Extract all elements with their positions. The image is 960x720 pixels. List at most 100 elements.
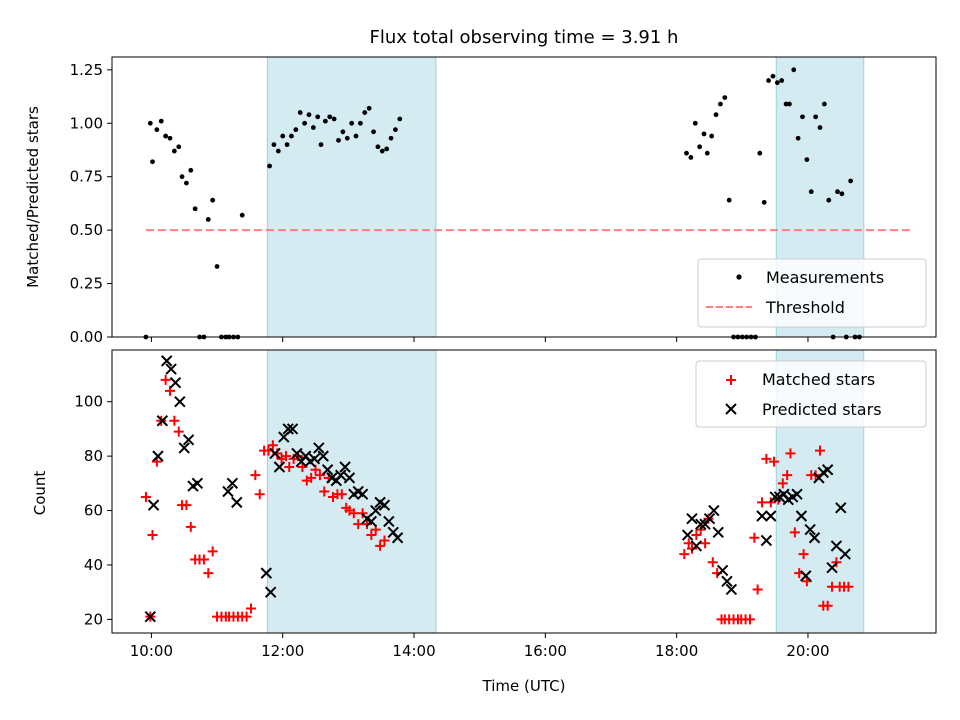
measurement-point bbox=[684, 150, 689, 156]
measurement-point bbox=[327, 114, 333, 120]
legend-predicted-label: Predicted stars bbox=[762, 400, 882, 419]
measurement-point bbox=[697, 144, 703, 150]
predicted-stars-point bbox=[808, 532, 821, 544]
predicted-stars-point bbox=[231, 496, 243, 509]
measurement-point bbox=[839, 191, 845, 197]
matched-stars-point bbox=[267, 440, 278, 451]
predicted-stars-point bbox=[765, 510, 777, 522]
measurement-point bbox=[379, 148, 385, 154]
y-tick-label: 80 bbox=[84, 447, 103, 465]
measurement-point bbox=[766, 78, 771, 83]
matched-stars-point bbox=[379, 535, 390, 546]
matched-stars-point bbox=[683, 538, 694, 549]
measurement-point bbox=[154, 127, 160, 133]
predicted-stars-point bbox=[264, 586, 277, 598]
top-x-ticks bbox=[150, 337, 809, 342]
matched-stars-point bbox=[749, 532, 760, 543]
measurement-point bbox=[289, 133, 294, 139]
predicted-stars-point bbox=[308, 453, 321, 465]
measurement-point bbox=[713, 112, 719, 118]
matched-stars-point bbox=[254, 489, 265, 500]
top-y-axis-label: Matched/Predicted stars bbox=[24, 106, 42, 288]
matched-stars-point bbox=[752, 584, 763, 595]
matched-stars-point bbox=[361, 519, 372, 530]
matched-stars-point bbox=[691, 530, 702, 541]
y-tick-label: 1.25 bbox=[70, 61, 103, 79]
measurement-point bbox=[393, 127, 398, 133]
predicted-stars-point bbox=[282, 423, 294, 435]
top-legend: Measurements Threshold bbox=[697, 258, 927, 328]
measurement-point bbox=[271, 142, 277, 148]
measurement-point bbox=[336, 137, 341, 143]
legend-matched-marker bbox=[726, 375, 736, 385]
measurement-point bbox=[293, 127, 299, 133]
matched-stars-point bbox=[843, 581, 854, 592]
matched-stars-point bbox=[173, 426, 184, 437]
predicted-stars-point bbox=[321, 464, 334, 476]
top-y-ticks: 0.00 0.25 0.50 0.75 1.00 1.25 bbox=[70, 61, 112, 346]
y-tick-label: 100 bbox=[74, 393, 103, 411]
measurement-point bbox=[297, 110, 303, 115]
measurement-point bbox=[826, 197, 832, 203]
measurement-point bbox=[310, 125, 316, 130]
predicted-stars-point bbox=[191, 477, 204, 490]
predicted-stars-point bbox=[317, 450, 329, 462]
matched-stars-point bbox=[761, 453, 772, 464]
predicted-stars-point bbox=[169, 376, 182, 389]
measurement-point bbox=[179, 174, 185, 180]
measurement-point bbox=[147, 120, 153, 126]
y-tick-label: 0.25 bbox=[70, 275, 103, 293]
measurement-point bbox=[158, 118, 164, 124]
matched-stars-point bbox=[310, 464, 321, 475]
matched-stars-point bbox=[375, 540, 386, 551]
measurement-point bbox=[163, 133, 169, 139]
measurement-point bbox=[817, 125, 823, 130]
measurement-point bbox=[786, 101, 792, 107]
measurement-point bbox=[704, 150, 710, 156]
measurement-point bbox=[214, 264, 220, 269]
chart-title: Flux total observing time = 3.91 h bbox=[370, 27, 679, 48]
measurement-point bbox=[188, 167, 194, 173]
bottom-y-ticks: 20 40 60 80 100 bbox=[74, 393, 112, 628]
predicted-stars-point bbox=[821, 464, 834, 476]
predicted-stars-point bbox=[716, 564, 729, 577]
matched-stars-point bbox=[185, 521, 196, 532]
y-tick-label: 1.00 bbox=[70, 114, 103, 132]
measurement-point bbox=[358, 120, 363, 126]
predicted-stars-point bbox=[334, 469, 347, 481]
y-tick-label: 40 bbox=[84, 556, 103, 574]
matched-stars-point bbox=[164, 385, 175, 396]
measurement-point bbox=[150, 159, 155, 165]
predicted-stars-point bbox=[686, 513, 698, 525]
predicted-stars-point bbox=[161, 355, 173, 367]
measurement-point bbox=[808, 189, 814, 195]
predicted-stars-point bbox=[769, 491, 781, 503]
measurement-point bbox=[306, 112, 312, 118]
predicted-stars-point bbox=[286, 423, 299, 435]
measurement-point bbox=[726, 197, 732, 203]
predicted-stars-point bbox=[804, 523, 816, 536]
measurement-point bbox=[366, 105, 372, 111]
predicted-stars-point bbox=[260, 567, 273, 579]
measurement-point bbox=[804, 157, 810, 162]
matched-stars-point bbox=[769, 456, 780, 467]
measurement-point bbox=[718, 101, 723, 107]
matched-stars-point bbox=[306, 472, 317, 483]
measurement-point bbox=[688, 155, 694, 160]
predicted-stars-point bbox=[690, 540, 703, 552]
measurement-point bbox=[813, 114, 819, 120]
x-tick-label: 16:00 bbox=[524, 642, 567, 660]
predicted-stars-point bbox=[339, 461, 351, 473]
measurement-point bbox=[722, 95, 728, 101]
bottom-plot-frame bbox=[111, 349, 937, 634]
y-tick-label: 60 bbox=[84, 502, 103, 520]
predicted-stars-point bbox=[791, 488, 803, 500]
predicted-stars-point bbox=[391, 532, 404, 544]
measurement-point bbox=[184, 180, 189, 186]
measurement-point bbox=[284, 142, 290, 148]
measurement-point bbox=[761, 199, 767, 205]
matched-stars-point bbox=[319, 486, 330, 497]
measurement-point bbox=[384, 146, 390, 152]
matched-stars-point bbox=[679, 549, 690, 560]
